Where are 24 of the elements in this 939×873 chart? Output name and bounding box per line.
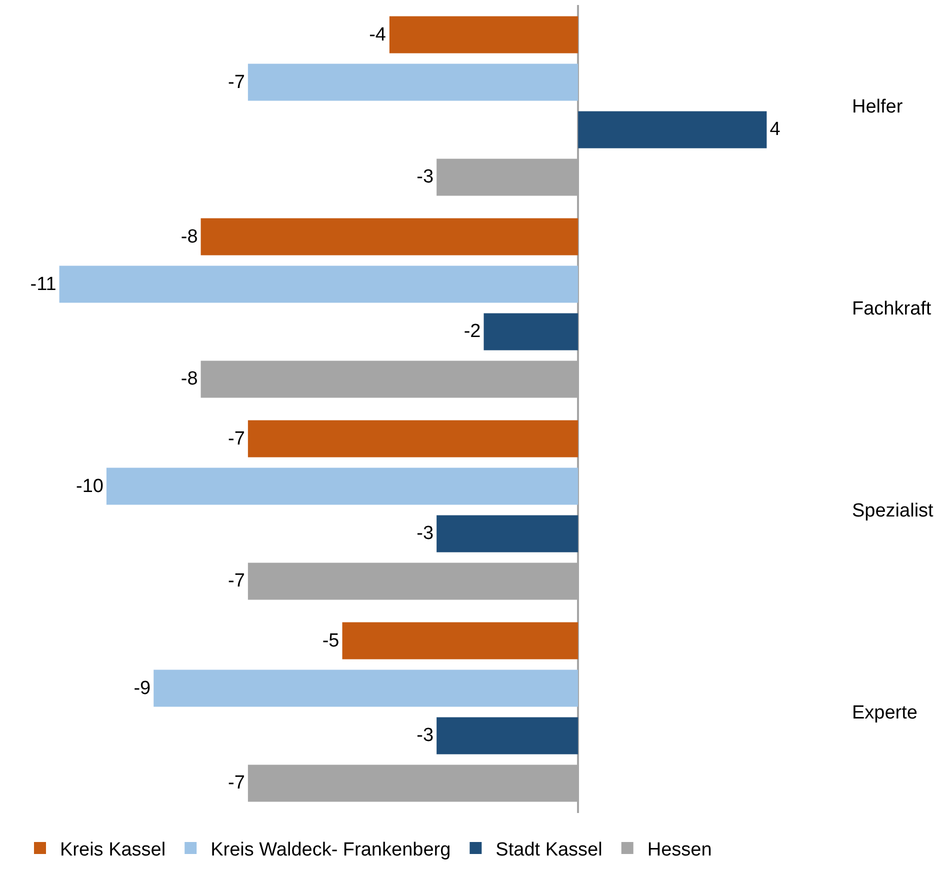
legend-label: Kreis Kassel: [60, 839, 166, 860]
data-label: -4: [369, 24, 386, 46]
data-label: 4: [770, 119, 781, 140]
y-tick-label: Helfer: [852, 96, 904, 118]
data-label: -3: [416, 523, 434, 544]
data-label: -7: [228, 772, 245, 794]
data-label: -7: [228, 570, 245, 592]
data-label: -8: [180, 368, 198, 390]
data-label: -10: [76, 476, 104, 497]
data-label: -9: [134, 678, 151, 699]
y-tick-label: Experte: [852, 702, 918, 724]
data-label: -3: [416, 725, 434, 746]
data-label: -11: [30, 274, 56, 295]
data-label: -8: [180, 226, 198, 248]
legend-label: Hessen: [647, 839, 712, 860]
data-label: -3: [416, 166, 434, 188]
data-label: -7: [228, 428, 245, 450]
y-tick-label: Fachkraft: [852, 298, 932, 320]
legend-label: Stadt Kassel: [496, 839, 602, 860]
data-label: -7: [228, 72, 245, 93]
legend-label: Kreis Waldeck- Frankenberg: [210, 839, 451, 860]
data-label: -5: [322, 630, 340, 652]
y-tick-label: Spezialist: [852, 500, 934, 522]
data-label: -2: [464, 321, 481, 342]
